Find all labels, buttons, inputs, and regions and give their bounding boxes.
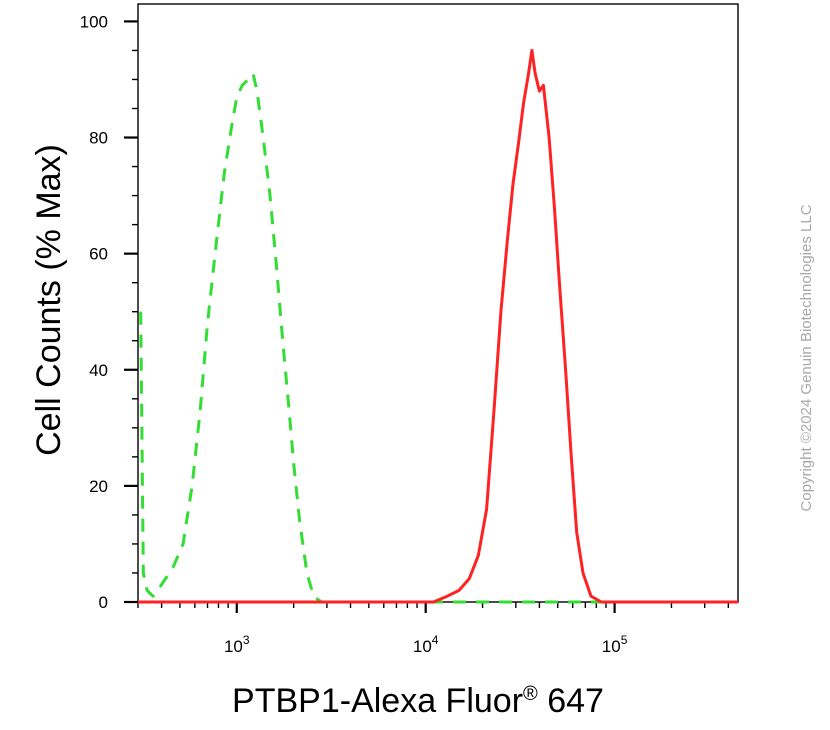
y-tick-label: 20 xyxy=(89,477,108,496)
x-axis-ticks: 103 104 105 xyxy=(224,602,628,656)
x-tick-label: 104 xyxy=(413,633,439,656)
y-axis-ticks: 0 20 40 60 80 100 xyxy=(80,12,138,612)
x-tick-label: 105 xyxy=(602,633,628,656)
copyright-notice: Copyright ©2024 Genuin Biotechnologies L… xyxy=(798,204,815,511)
y-axis-title: Cell Counts (% Max) xyxy=(30,144,68,456)
y-tick-label: 80 xyxy=(89,129,108,148)
minor-ticks xyxy=(132,49,730,608)
x-tick-label: 103 xyxy=(224,633,250,656)
plot-frame xyxy=(137,3,739,603)
y-tick-label: 60 xyxy=(89,245,108,264)
y-tick-label: 0 xyxy=(99,593,108,612)
series-dashed-green xyxy=(139,72,738,604)
series-solid-red xyxy=(138,48,738,604)
x-axis-title: PTBP1-Alexa Fluor® 647 xyxy=(232,682,604,720)
series-layer xyxy=(138,48,738,604)
y-tick-label: 40 xyxy=(89,361,108,380)
y-tick-label: 100 xyxy=(80,12,108,31)
